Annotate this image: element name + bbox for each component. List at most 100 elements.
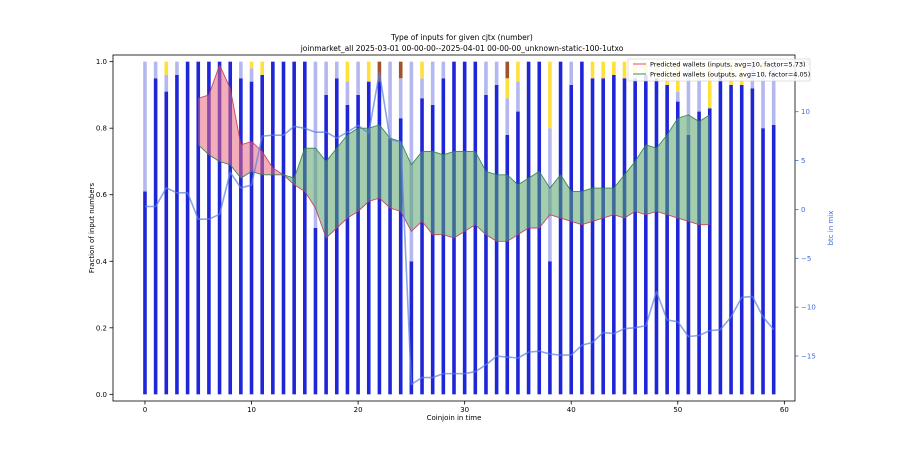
x-axis-label: Coinjoin in time xyxy=(427,414,482,422)
bar-segment xyxy=(516,81,520,112)
axes-frame xyxy=(112,54,796,402)
bar-segment xyxy=(750,88,755,395)
plot-area xyxy=(143,61,776,395)
bar-segment xyxy=(398,118,403,395)
x-tick-label: 60 xyxy=(780,406,789,414)
bar-segment xyxy=(398,78,403,119)
y2-axis: −15−10−5051015 xyxy=(795,59,816,361)
bar-segment xyxy=(143,61,147,192)
bar-segment xyxy=(430,104,435,395)
bar-segment xyxy=(697,78,701,112)
x-tick-label: 10 xyxy=(247,406,256,414)
chart-title: Type of inputs for given cjtx (number) xyxy=(390,33,533,42)
bar-segment xyxy=(601,61,605,79)
bar-segment xyxy=(398,61,403,79)
x-tick-label: 40 xyxy=(567,406,576,414)
bar-segment xyxy=(281,61,286,395)
bar-segment xyxy=(207,61,211,395)
bar-segment xyxy=(484,94,488,395)
x-tick-label: 0 xyxy=(143,406,147,414)
bar-segment xyxy=(654,78,659,395)
bar-segment xyxy=(494,61,499,85)
line-btc-in-mix xyxy=(144,71,775,386)
bar-segment xyxy=(548,61,552,129)
y-tick-label: 0.6 xyxy=(96,191,108,199)
bar-segment xyxy=(164,74,169,92)
bar-segment xyxy=(409,61,414,262)
bar-segment xyxy=(686,134,691,395)
y-tick-label: 0.2 xyxy=(96,324,107,332)
bar-segment xyxy=(590,78,595,395)
bar-segment xyxy=(249,81,254,395)
bar-segment xyxy=(420,98,424,395)
bar-segment xyxy=(441,61,446,79)
bar-segment xyxy=(697,111,701,395)
fill-inputs-above-outputs xyxy=(198,64,284,179)
y-tick-label: 0.0 xyxy=(96,391,107,399)
bar-segment xyxy=(388,138,392,395)
bar-segment xyxy=(345,81,350,105)
bar-segment xyxy=(249,61,254,69)
bar-segment xyxy=(366,81,371,395)
bar-segment xyxy=(239,78,243,395)
bar-segment xyxy=(505,61,510,79)
bar-segment xyxy=(707,108,712,395)
bar-segment xyxy=(239,61,243,79)
bar-segment xyxy=(356,94,360,395)
bar-segment xyxy=(388,61,392,139)
bar-segment xyxy=(665,84,669,395)
bar-segment xyxy=(675,91,680,102)
chart-subtitle: joinmarket_all 2025-03-01 00-00-00--2025… xyxy=(300,44,624,53)
bar-segment xyxy=(612,74,616,395)
bar-segment xyxy=(718,74,723,395)
bar-segment xyxy=(761,71,765,129)
bar-segment xyxy=(228,61,233,395)
bar-segment xyxy=(484,61,488,95)
y-tick-label: 0.8 xyxy=(96,125,107,133)
bar-segment xyxy=(249,68,254,82)
bar-segment xyxy=(771,61,776,125)
bar-segment xyxy=(175,61,179,75)
bar-segment xyxy=(548,261,552,395)
x-tick-label: 30 xyxy=(460,406,469,414)
bar-segment xyxy=(324,61,328,95)
bar-segment xyxy=(345,61,350,82)
bar-segment xyxy=(761,128,765,395)
bar-segment xyxy=(707,61,712,109)
line-predicted-wallets-outputs xyxy=(197,114,710,192)
bar-segment xyxy=(185,61,190,395)
bar-segment xyxy=(473,61,478,395)
bar-segment xyxy=(334,61,339,79)
bar-segment xyxy=(771,124,776,395)
bar-segment xyxy=(409,261,414,395)
bar-segment xyxy=(622,61,627,79)
y-axis-label: Fraction of input numbers xyxy=(88,182,96,273)
y2-tick-label: −15 xyxy=(801,353,816,361)
bar-segment xyxy=(334,78,339,395)
y-tick-label: 0.4 xyxy=(96,258,108,266)
bar-segment xyxy=(612,61,616,75)
bar-segment xyxy=(292,61,296,395)
legend-label-outputs: Predicted wallets (outputs, avg=10, fact… xyxy=(650,71,810,79)
bar-segment xyxy=(313,61,318,229)
x-tick-label: 50 xyxy=(673,406,682,414)
bar-segment xyxy=(516,111,520,395)
bar-segment xyxy=(217,61,222,395)
bar-segment xyxy=(324,94,328,395)
bar-segment xyxy=(590,61,595,79)
bar-segment xyxy=(505,98,510,135)
bar-segment xyxy=(420,78,424,99)
bar-segment xyxy=(313,228,318,395)
bar-segment xyxy=(345,104,350,395)
bar-segment xyxy=(675,101,680,395)
bar-segment xyxy=(164,91,169,395)
bar-segment xyxy=(505,134,510,395)
y2-tick-label: 10 xyxy=(801,108,810,116)
bar-segment xyxy=(366,61,371,82)
y2-tick-label: 0 xyxy=(801,206,805,214)
legend-label-inputs: Predicted wallets (inputs, avg=10, facto… xyxy=(650,61,806,69)
bar-segment xyxy=(739,84,744,395)
bar-segment xyxy=(196,61,201,395)
bar-segment xyxy=(175,74,179,395)
